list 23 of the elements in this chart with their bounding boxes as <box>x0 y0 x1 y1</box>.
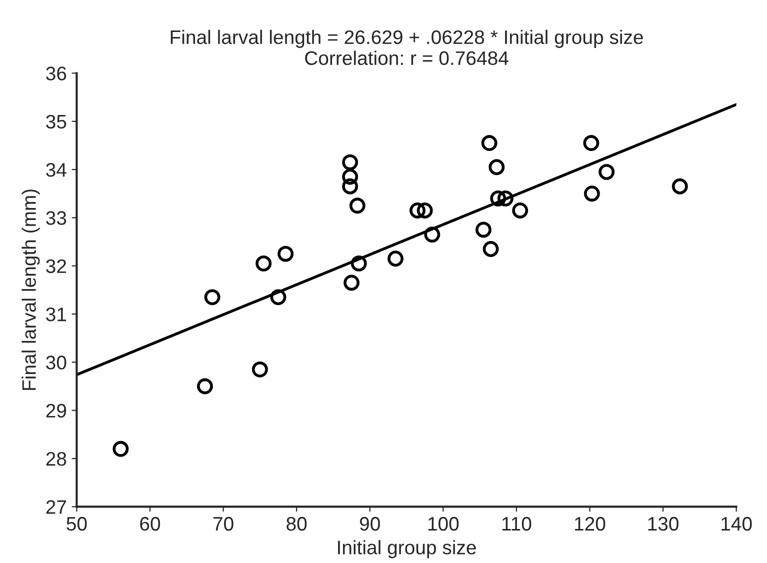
x-tick-label: 100 <box>428 516 459 531</box>
x-axis-title: Initial group size <box>338 540 476 558</box>
x-tick-label: 120 <box>575 516 606 531</box>
y-tick-label: 28 <box>46 452 66 466</box>
y-tick-label: 34 <box>46 162 66 177</box>
y-tick-label: 32 <box>46 259 66 274</box>
y-tick-label: 36 <box>46 66 66 80</box>
y-tick-label: 31 <box>46 307 66 322</box>
x-tick-label: 80 <box>286 516 307 531</box>
x-tick-label: 60 <box>140 516 160 531</box>
chart-title: Final larval length = 26.629 + .06228 * Initial group size Correlation: r = 0.76484 <box>170 30 643 66</box>
y-tick-label: 33 <box>46 211 66 225</box>
x-tick-label: 70 <box>213 516 234 531</box>
x-tick-label: 140 <box>722 516 752 531</box>
x-tick-label: 130 <box>648 516 678 531</box>
y-tick-label: 27 <box>46 500 66 514</box>
y-tick-label: 29 <box>46 404 66 418</box>
y-axis-title: Final larval length (mm) <box>22 190 40 390</box>
x-tick-label: 50 <box>66 516 87 531</box>
x-tick-label: 110 <box>502 516 532 531</box>
x-tick-label: 90 <box>360 516 380 531</box>
y-tick-label: 30 <box>46 356 66 370</box>
y-tick-label: 35 <box>46 114 66 129</box>
